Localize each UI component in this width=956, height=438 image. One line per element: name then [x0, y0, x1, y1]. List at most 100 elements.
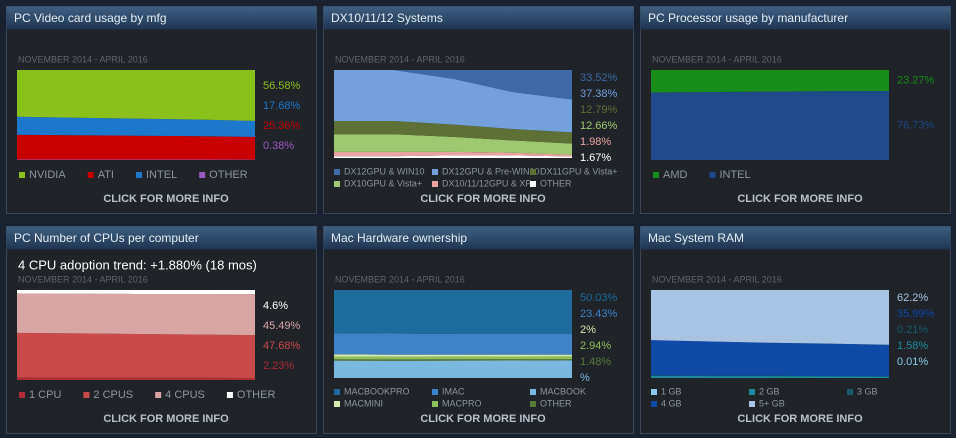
legend-swatch: [334, 169, 340, 175]
legend-label: INTEL: [146, 169, 177, 181]
value-label: 1.98%: [580, 136, 611, 148]
panel-title: PC Processor usage by manufacturer: [648, 11, 848, 25]
area: [334, 354, 572, 357]
panel-header: [323, 6, 634, 30]
area: [334, 70, 572, 100]
legend-label: DX12GPU & WIN10: [344, 166, 425, 176]
legend-label: 2 CPUS: [93, 389, 133, 401]
value-label: 50.03%: [580, 292, 618, 304]
value-label: 12.79%: [580, 104, 618, 116]
area: [651, 375, 889, 377]
value-label: 33.52%: [580, 72, 618, 84]
value-label: 76.73%: [897, 119, 935, 131]
value-label: 2.94%: [580, 340, 611, 352]
value-label: 23.27%: [897, 74, 935, 86]
legend-swatch: [334, 401, 340, 407]
legend-swatch: [87, 172, 94, 178]
value-label: 2%: [580, 324, 596, 336]
legend-swatch: [199, 172, 206, 178]
panel-title: PC Number of CPUs per computer: [14, 231, 199, 245]
value-label: 35.99%: [897, 308, 935, 320]
legend-label: 4 GB: [661, 398, 682, 408]
legend-label: 5+ GB: [759, 398, 785, 408]
legend-label: ATI: [98, 169, 114, 181]
legend-swatch: [432, 401, 438, 407]
area: [17, 116, 255, 137]
value-label: 47.68%: [263, 340, 301, 352]
subtitle: NOVEMBER 2014 - APRIL 2016: [652, 274, 782, 284]
legend-swatch: [530, 169, 536, 175]
legend-swatch: [530, 389, 536, 395]
legend-swatch: [83, 392, 90, 398]
value-label: 37.38%: [580, 88, 618, 100]
value-label: 17.68%: [263, 100, 301, 112]
more-info-link[interactable]: CLICK FOR MORE INFO: [737, 193, 863, 205]
legend-swatch: [653, 172, 659, 178]
value-label: 1.58%: [897, 340, 928, 352]
area: [334, 134, 572, 155]
legend-label: DX10/11/12GPU & XP: [442, 178, 531, 188]
more-info-link[interactable]: CLICK FOR MORE INFO: [420, 413, 546, 425]
annotation: 4 CPU adoption trend: +1.880% (18 mos): [18, 257, 257, 272]
area: [334, 151, 572, 157]
legend-swatch: [749, 401, 755, 407]
value-label: 56.58%: [263, 80, 301, 92]
value-label: 45.49%: [263, 320, 301, 332]
area: [334, 358, 572, 361]
legend-label: 1 CPU: [29, 389, 61, 401]
more-info-link[interactable]: CLICK FOR MORE INFO: [420, 193, 546, 205]
area: [651, 90, 889, 160]
legend-label: 2 GB: [759, 386, 780, 396]
legend-swatch: [432, 169, 438, 175]
area: [334, 360, 572, 378]
value-label: 0.01%: [897, 356, 928, 368]
area: [17, 332, 255, 378]
panel-title: DX10/11/12 Systems: [331, 11, 443, 25]
legend-label: MACPRO: [442, 398, 482, 408]
subtitle: NOVEMBER 2014 - APRIL 2016: [652, 54, 782, 64]
value-label: 0.21%: [897, 324, 928, 336]
legend-swatch: [530, 401, 536, 407]
value-label: 25.36%: [263, 120, 301, 132]
legend-swatch: [530, 181, 536, 187]
value-label: 62.2%: [897, 292, 928, 304]
value-label: 2.23%: [263, 360, 294, 372]
legend-label: IMAC: [442, 386, 465, 396]
legend-swatch: [651, 401, 657, 407]
value-label: 12.66%: [580, 120, 618, 132]
panel-title: PC Video card usage by mfg: [14, 11, 167, 25]
area: [334, 333, 572, 355]
panel-title: Mac Hardware ownership: [331, 231, 467, 245]
area: [334, 70, 572, 133]
value-label: 1.48%: [580, 356, 611, 368]
more-info-link[interactable]: CLICK FOR MORE INFO: [103, 193, 229, 205]
area: [651, 340, 889, 377]
legend-swatch: [432, 181, 438, 187]
legend-label: OTHER: [540, 398, 572, 408]
area: [17, 377, 255, 380]
subtitle: NOVEMBER 2014 - APRIL 2016: [335, 274, 465, 284]
panel-header: [323, 226, 634, 250]
legend-swatch: [334, 389, 340, 395]
more-info-link[interactable]: CLICK FOR MORE INFO: [737, 413, 863, 425]
legend-swatch: [847, 389, 853, 395]
area: [17, 70, 255, 121]
legend-label: OTHER: [540, 178, 572, 188]
area: [17, 293, 255, 336]
panel-header: [6, 6, 317, 30]
panel-header: [6, 226, 317, 250]
legend-swatch: [155, 392, 162, 398]
legend-swatch: [19, 172, 25, 178]
value-label: 23.43%: [580, 308, 618, 320]
legend-swatch: [709, 172, 716, 178]
area: [334, 356, 572, 360]
area: [334, 290, 572, 335]
legend-label: MACBOOKPRO: [344, 386, 410, 396]
legend-swatch: [749, 389, 755, 395]
more-info-link[interactable]: CLICK FOR MORE INFO: [103, 413, 229, 425]
value-label: 1.67%: [580, 152, 611, 164]
subtitle: NOVEMBER 2014 - APRIL 2016: [18, 274, 148, 284]
legend-label: OTHER: [237, 389, 276, 401]
value-label: 0.38%: [263, 140, 294, 152]
